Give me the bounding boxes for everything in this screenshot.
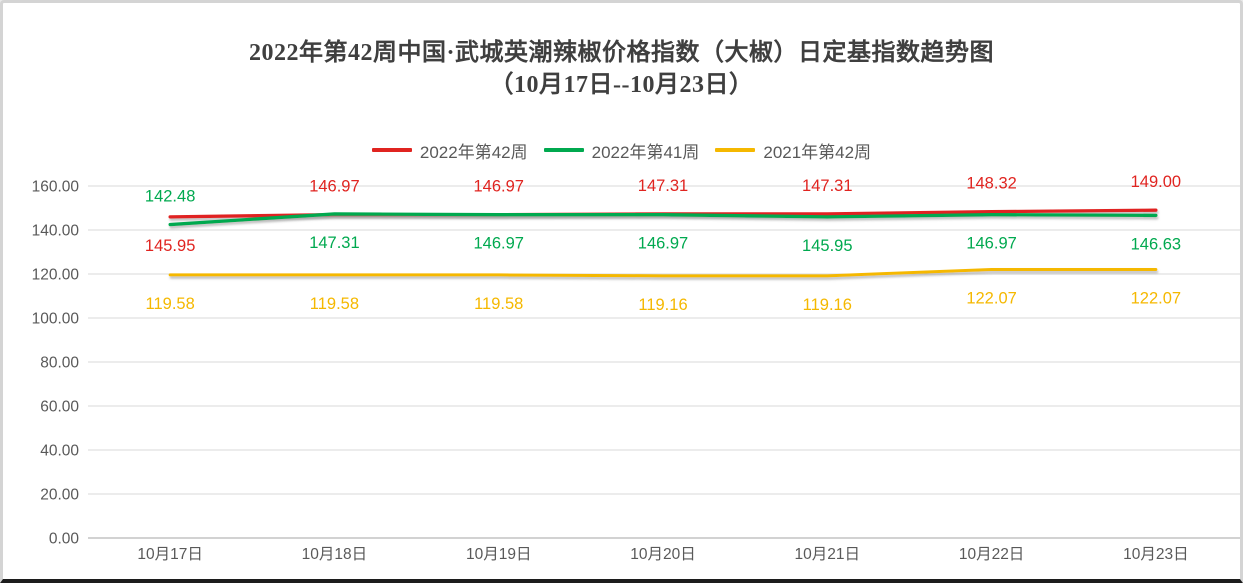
data-label: 146.63 — [1131, 235, 1181, 253]
chart-title-line1: 2022年第42周中国·武城英潮辣椒价格指数（大椒）日定基指数趋势图 — [248, 40, 994, 66]
data-label: 146.97 — [966, 235, 1016, 253]
legend-line-swatch-icon — [715, 148, 756, 152]
data-label: 145.95 — [802, 237, 852, 255]
data-label: 119.58 — [310, 295, 359, 313]
x-axis-label: 10月23日 — [1123, 546, 1188, 563]
data-label: 148.32 — [966, 175, 1016, 193]
y-axis-label: 160.00 — [32, 179, 80, 196]
legend-label: 2022年第41周 — [591, 142, 700, 162]
x-axis-label: 10月19日 — [466, 546, 531, 563]
series-3-data-labels: 119.58 119.58 119.58 119.16 119.16 122.07 122.… — [146, 289, 1182, 313]
x-axis-label: 10月21日 — [795, 546, 860, 563]
data-label: 146.97 — [473, 235, 523, 253]
data-label: 146.97 — [473, 178, 523, 196]
legend-line-swatch-icon — [371, 148, 412, 152]
y-axis-label: 40.00 — [40, 443, 79, 460]
data-label: 119.16 — [803, 296, 852, 314]
data-label: 149.00 — [1131, 173, 1181, 191]
x-axis-label: 10月20日 — [630, 546, 695, 563]
y-axis-label: 100.00 — [32, 311, 80, 328]
legend-line-swatch-icon — [543, 148, 584, 152]
y-axis-label: 20.00 — [40, 487, 79, 504]
data-label: 145.95 — [145, 237, 195, 255]
data-label: 147.31 — [309, 234, 359, 252]
y-axis-label: 80.00 — [40, 355, 79, 372]
data-label: 119.58 — [474, 295, 523, 313]
chart-title: 2022年第42周中国·武城英潮辣椒价格指数（大椒）日定基指数趋势图 （10月1… — [3, 37, 1240, 101]
data-label: 119.58 — [146, 295, 195, 313]
data-label: 146.97 — [638, 235, 688, 253]
series-line-2 — [168, 212, 1158, 227]
series-2-data-labels: 142.48 147.31 146.97 146.97 145.95 146.97 146.… — [145, 188, 1181, 255]
series-1-data-labels: 145.95 146.97 146.97 147.31 147.31 148.32 149.… — [145, 173, 1181, 255]
legend-item-3: 2021年第42周 — [715, 138, 871, 163]
x-axis-label: 10月18日 — [302, 546, 367, 563]
data-label: 146.97 — [309, 178, 359, 196]
data-label: 142.48 — [145, 188, 195, 206]
y-axis-label: 0.00 — [49, 531, 80, 548]
data-label: 122.07 — [1131, 289, 1181, 307]
y-axis-label: 120.00 — [32, 267, 80, 284]
y-axis-label: 140.00 — [32, 223, 80, 240]
legend-label: 2022年第42周 — [419, 142, 528, 162]
data-label: 147.31 — [802, 177, 852, 195]
legend-item-2: 2022年第41周 — [543, 138, 700, 163]
x-axis-labels: 10月17日 10月18日 10月19日 10月20日 10月21日 10月22日 10月2… — [137, 546, 1188, 563]
legend-label: 2021年第42周 — [763, 142, 872, 162]
y-axis-labels: 0.00 20.00 40.00 60.00 80.00 100.00 120.00 140.… — [32, 179, 80, 548]
x-axis-label: 10月17日 — [137, 546, 202, 563]
chart-title-line2: （10月17日--10月23日） — [489, 72, 754, 98]
chart-legend: 2022年第42周 2022年第41周 2021年第42周 — [3, 137, 1240, 163]
data-label: 122.07 — [966, 289, 1016, 307]
series-line-3 — [168, 267, 1158, 278]
x-axis-label: 10月22日 — [959, 546, 1024, 563]
legend-item-1: 2022年第42周 — [371, 138, 528, 163]
data-label: 147.31 — [638, 177, 688, 195]
chart-canvas: 0.00 20.00 40.00 60.00 80.00 100.00 120.00 140.… — [32, 173, 1240, 563]
y-axis-label: 60.00 — [40, 399, 79, 416]
data-label: 119.16 — [638, 296, 687, 314]
